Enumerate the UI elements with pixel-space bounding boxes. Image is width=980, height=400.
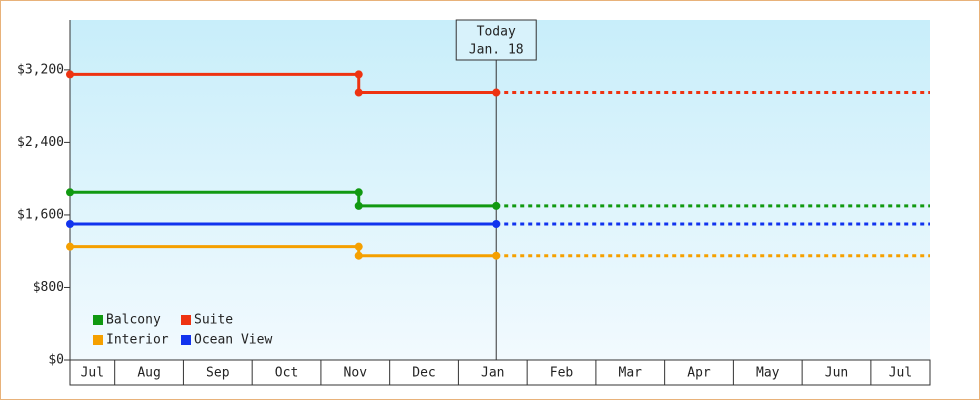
legend-label: Ocean View [194,333,272,348]
point [492,201,501,210]
today-box [455,19,537,61]
x-tick-label: Feb [550,366,574,381]
point [492,251,501,260]
legend-label: Suite [194,313,233,328]
point [354,242,363,251]
line-series [70,72,497,95]
x-tick-label: May [756,366,780,381]
point [354,188,363,197]
y-tick-label: $3,200 [17,62,64,77]
plot-area [70,20,930,360]
x-tick-label: Mar [619,366,643,381]
point [354,88,363,97]
x-tick-label: Jun [825,366,848,381]
legend-swatch [181,315,191,325]
legend-label: Balcony [106,313,161,328]
point [66,188,74,197]
point [492,88,501,97]
today-label: Today [477,25,516,40]
x-tick-label: Jul [889,366,912,381]
legend-swatch [181,335,191,345]
legend-label: Interior [106,333,169,348]
y-tick-label: $0 [48,353,64,368]
line-series [70,190,497,208]
legend-swatch [93,335,103,345]
point [492,220,501,228]
x-tick-label: Aug [137,366,160,381]
x-tick-label: Sep [206,366,230,381]
x-tick-label: Oct [275,366,298,381]
point [66,70,74,79]
point [354,201,363,210]
point [354,70,363,79]
x-tick-label: Jan [481,366,504,381]
today-date: Jan. 18 [469,43,524,58]
x-tick-label: Apr [687,366,711,381]
x-tick-label: Dec [412,366,435,381]
point [66,220,74,228]
legend-swatch [93,315,103,325]
y-tick-label: $2,400 [17,135,64,150]
line-series [70,245,497,258]
y-tick-label: $1,600 [17,207,64,222]
point [354,251,363,260]
y-tick-label: $800 [33,280,64,295]
x-tick-label: Nov [344,366,368,381]
x-tick-label: Jul [81,366,104,381]
point [66,242,74,251]
